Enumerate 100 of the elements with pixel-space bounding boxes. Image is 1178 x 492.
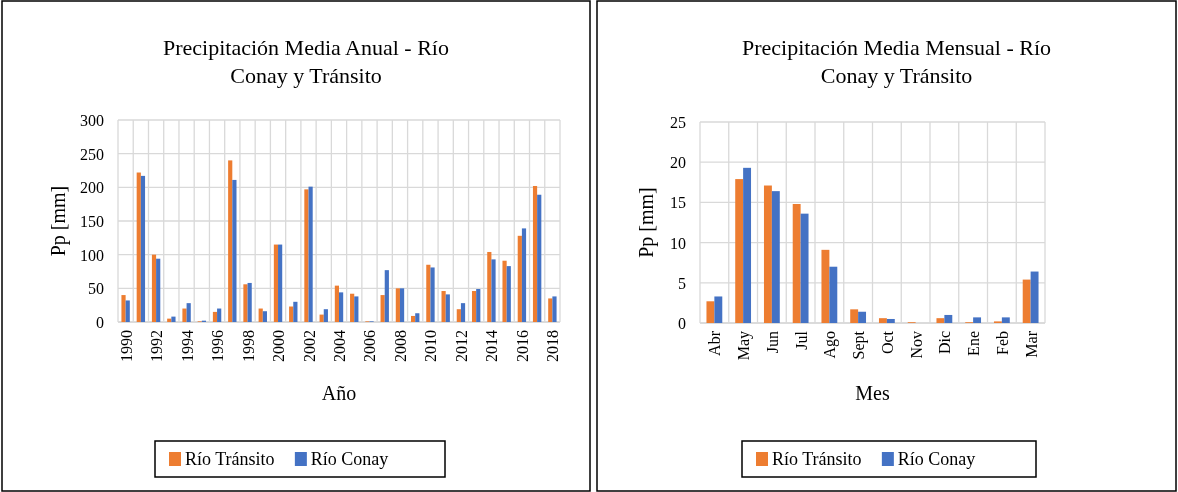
x-tick-label: Sept [850, 330, 869, 360]
bar [217, 308, 222, 322]
bar [399, 288, 405, 322]
bar [232, 179, 237, 322]
x-tick-label: Ene [965, 331, 983, 356]
bar [308, 186, 313, 322]
bar [212, 311, 218, 322]
x-tick-label: 2018 [544, 330, 562, 362]
y-tick-label: 300 [80, 112, 104, 129]
y-tick-label: 100 [80, 246, 104, 264]
x-tick-label: Ago [821, 331, 840, 359]
bar [936, 318, 945, 323]
bar [743, 167, 752, 323]
bar [411, 315, 416, 322]
legend-label: Río Conay [897, 449, 976, 469]
bar [858, 311, 867, 323]
chart-title: Precipitación Media Mensual - Río Conay y Tránsito [741, 35, 1052, 88]
y-tick-label: 0 [678, 315, 686, 332]
y-tick-label: 15 [670, 194, 686, 212]
legend-label: Río Tránsito [185, 449, 275, 469]
y-tick-label: 250 [80, 145, 104, 163]
x-tick-label: 2014 [483, 330, 501, 362]
bar [537, 194, 542, 322]
x-tick-label: Oct [878, 330, 896, 355]
bar [476, 289, 481, 322]
bar [517, 235, 522, 322]
bar [395, 288, 400, 322]
bar [973, 317, 982, 323]
x-tick-label: 1994 [178, 330, 196, 362]
bar [491, 259, 496, 322]
x-tick-label: 2016 [513, 330, 531, 362]
bar [430, 267, 435, 322]
bar [771, 191, 780, 323]
y-tick-label: 200 [80, 179, 104, 197]
bar [735, 179, 744, 323]
x-tick-label: 1990 [117, 330, 135, 362]
bar [426, 264, 431, 322]
y-tick-label: 10 [670, 234, 686, 252]
x-tick-label: 1998 [239, 330, 257, 362]
bar [706, 301, 715, 323]
x-tick-label: 1992 [148, 330, 166, 362]
chart-title: Precipitación Media Anual - Río Conay y Tránsito [163, 35, 449, 88]
x-tick-label: 2004 [331, 330, 348, 362]
bar [460, 303, 466, 322]
x-tick-label: May [735, 331, 754, 361]
bar [384, 270, 389, 322]
bar [850, 309, 859, 323]
bar [471, 291, 477, 322]
bar [1001, 317, 1010, 323]
bar [878, 318, 887, 323]
bar [502, 260, 507, 322]
bar [262, 311, 267, 322]
x-tick-label: Jul [792, 330, 810, 350]
bar [441, 291, 446, 322]
bar [125, 300, 130, 322]
x-tick-label: 2012 [452, 330, 470, 362]
bar [714, 296, 723, 323]
bar [532, 185, 538, 322]
x-tick-label: 1996 [209, 330, 227, 362]
bar [552, 296, 557, 322]
x-axis-title: Mes [855, 382, 890, 404]
x-tick-label: Feb [993, 331, 1011, 355]
x-tick-label: Abr [706, 330, 724, 356]
x-axis-title: Año [321, 382, 357, 404]
bar [380, 295, 385, 322]
bar [548, 298, 553, 322]
bar [140, 175, 146, 322]
y-axis-title: Pp [mm] [47, 185, 70, 257]
bar [763, 185, 772, 323]
bar [171, 316, 176, 322]
bar [339, 292, 344, 322]
x-tick-label: Mar [1022, 330, 1040, 358]
bar [1022, 279, 1031, 323]
bar [182, 308, 187, 322]
bar [247, 282, 252, 322]
bar [800, 213, 809, 323]
x-tick-label: Dic [936, 331, 954, 355]
x-tick-label: 2006 [361, 330, 379, 362]
x-tick-label: Jun [763, 331, 781, 354]
bar [1030, 271, 1039, 323]
bar [456, 309, 461, 322]
bar [293, 301, 298, 322]
bar [289, 306, 294, 322]
y-tick-label: 25 [670, 114, 686, 131]
bar [304, 189, 309, 322]
bar [334, 285, 339, 322]
y-axis-title: Pp [mm] [635, 187, 658, 258]
legend-label: Río Tránsito [772, 449, 862, 469]
x-tick-label: 2008 [391, 330, 409, 362]
bar [186, 303, 191, 322]
bar [886, 318, 895, 323]
bar [228, 160, 233, 322]
bar [278, 244, 283, 322]
bar [243, 284, 248, 322]
bar [273, 244, 279, 322]
bar [487, 251, 492, 322]
y-tick-label: 20 [670, 154, 686, 172]
y-tick-label: 0 [96, 314, 104, 331]
y-tick-label: 5 [678, 274, 686, 292]
bar [323, 309, 328, 322]
